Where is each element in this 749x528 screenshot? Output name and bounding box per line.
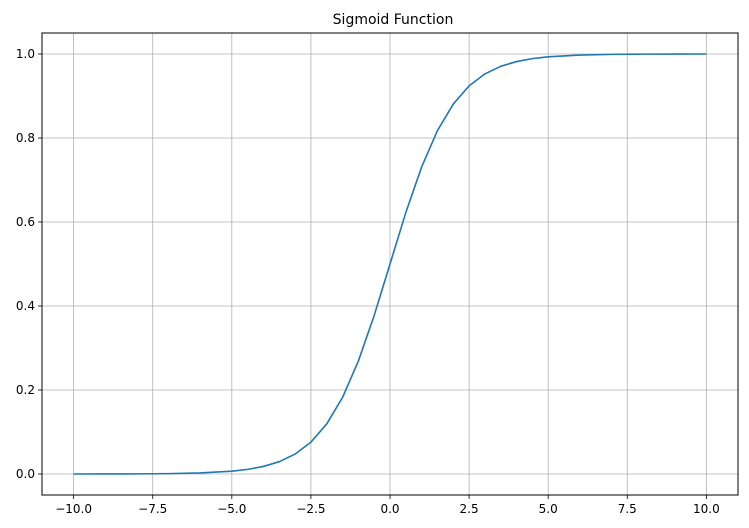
x-tick-label: 10.0 bbox=[693, 502, 720, 516]
x-tick-label: −2.5 bbox=[296, 502, 325, 516]
series-line-0 bbox=[73, 53, 707, 475]
x-tick-label: 7.5 bbox=[618, 502, 637, 516]
x-tick-label: 2.5 bbox=[460, 502, 479, 516]
y-tick-label: 0.0 bbox=[16, 467, 35, 481]
series-layer bbox=[73, 53, 707, 475]
x-tick-label: −5.0 bbox=[217, 502, 246, 516]
x-axis: −10.0 −7.5 −5.0 −2.5 0.0 2.5 5.0 7.5 10.0 bbox=[55, 495, 720, 516]
x-tick-label: −10.0 bbox=[55, 502, 92, 516]
x-tick-label: 5.0 bbox=[539, 502, 558, 516]
y-tick-label: 1.0 bbox=[16, 47, 35, 61]
chart-title: Sigmoid Function bbox=[333, 12, 454, 28]
y-tick-label: 0.8 bbox=[16, 131, 35, 145]
x-tick-label: −7.5 bbox=[138, 502, 167, 516]
y-tick-label: 0.2 bbox=[16, 383, 35, 397]
y-tick-label: 0.6 bbox=[16, 215, 35, 229]
y-tick-label: 0.4 bbox=[16, 299, 35, 313]
x-tick-label: 0.0 bbox=[380, 502, 399, 516]
y-axis: 0.0 0.2 0.4 0.6 0.8 1.0 bbox=[16, 47, 42, 481]
